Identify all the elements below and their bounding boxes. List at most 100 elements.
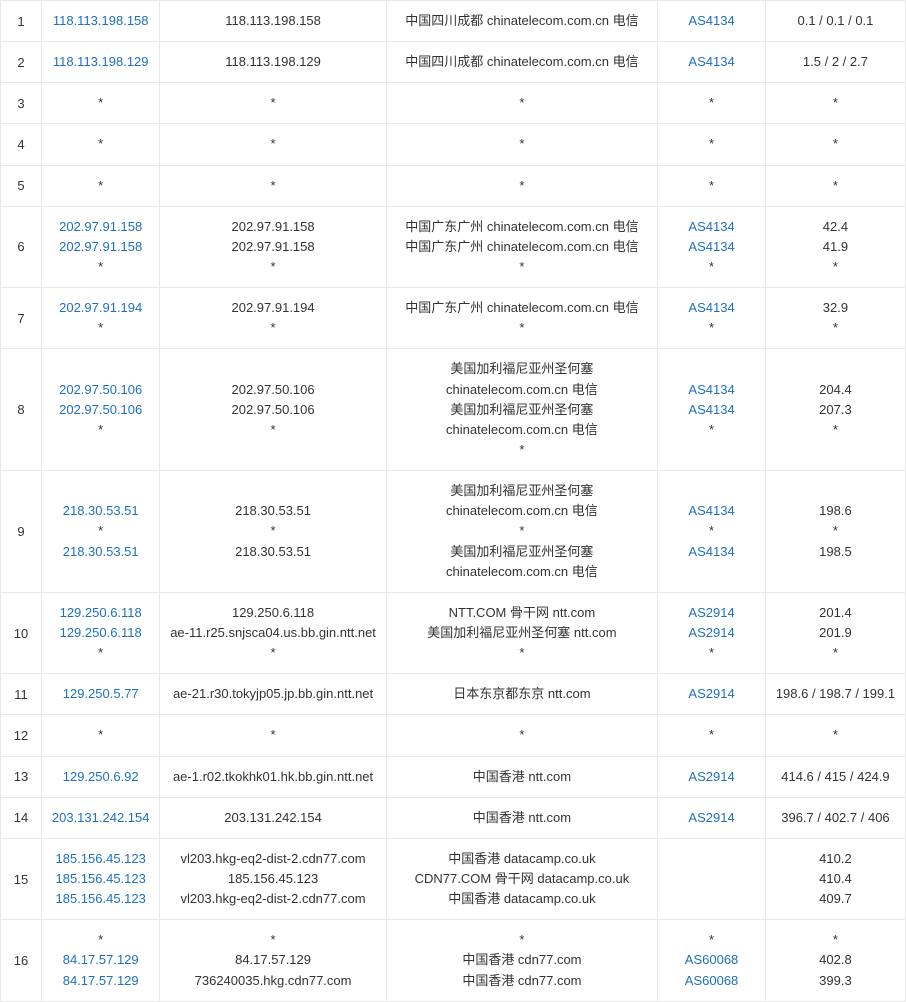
lat-cell: *402.8399.3 — [765, 920, 905, 1001]
host-text: ae-21.r30.tokyjp05.jp.bb.gin.ntt.net — [166, 684, 379, 704]
ip-link[interactable]: 218.30.53.51 — [48, 542, 154, 562]
desc-text: * — [393, 643, 652, 663]
ip-link[interactable]: 129.250.5.77 — [48, 684, 154, 704]
asn-text: * — [664, 930, 759, 950]
ip-link[interactable]: 129.250.6.118 — [48, 623, 154, 643]
asn-cell: AS4134AS4134* — [658, 349, 766, 471]
desc-cell: * — [386, 124, 658, 165]
asn-cell: AS4134 — [658, 1, 766, 42]
asn-link[interactable]: AS60068 — [664, 971, 759, 991]
asn-link[interactable]: AS2914 — [664, 808, 759, 828]
asn-text: * — [664, 93, 759, 113]
desc-text: 中国香港 ntt.com — [393, 767, 652, 787]
ip-link[interactable]: 203.131.242.154 — [48, 808, 154, 828]
asn-link[interactable]: AS4134 — [664, 380, 759, 400]
asn-link[interactable]: AS4134 — [664, 501, 759, 521]
desc-text: 中国香港 datacamp.co.uk — [393, 889, 652, 909]
lat-cell: 42.441.9* — [765, 206, 905, 287]
host-cell: 203.131.242.154 — [160, 797, 386, 838]
ip-link[interactable]: 202.97.91.158 — [48, 237, 154, 257]
ip-link[interactable]: 84.17.57.129 — [48, 971, 154, 991]
lat-cell: * — [765, 124, 905, 165]
lat-text: 399.3 — [772, 971, 899, 991]
lat-cell: 0.1 / 0.1 / 0.1 — [765, 1, 905, 42]
host-cell: * — [160, 715, 386, 756]
asn-link[interactable]: AS4134 — [664, 217, 759, 237]
ip-link[interactable]: 202.97.50.106 — [48, 380, 154, 400]
lat-text: 198.6 / 198.7 / 199.1 — [772, 684, 899, 704]
lat-text: * — [772, 930, 899, 950]
asn-text: * — [664, 521, 759, 541]
host-cell: 202.97.91.158202.97.91.158* — [160, 206, 386, 287]
asn-link[interactable]: AS4134 — [664, 52, 759, 72]
lat-text: 410.2 — [772, 849, 899, 869]
ip-text: * — [48, 134, 154, 154]
ip-link[interactable]: 129.250.6.92 — [48, 767, 154, 787]
ip-link[interactable]: 185.156.45.123 — [48, 889, 154, 909]
desc-cell: 中国香港 ntt.com — [386, 756, 658, 797]
hop-cell: 5 — [1, 165, 42, 206]
asn-link[interactable]: AS2914 — [664, 767, 759, 787]
asn-cell: * — [658, 124, 766, 165]
ip-link[interactable]: 118.113.198.158 — [48, 11, 154, 31]
host-text: 203.131.242.154 — [166, 808, 379, 828]
desc-cell: NTT.COM 骨干网 ntt.com美国加利福尼亚州圣何塞 ntt.com* — [386, 592, 658, 673]
asn-link[interactable]: AS2914 — [664, 603, 759, 623]
lat-text: 402.8 — [772, 950, 899, 970]
host-text: 202.97.50.106 — [166, 380, 379, 400]
asn-cell — [658, 838, 766, 919]
desc-cell: 美国加利福尼亚州圣何塞 chinatelecom.com.cn 电信美国加利福尼… — [386, 349, 658, 471]
desc-cell: 中国广东广州 chinatelecom.com.cn 电信中国广东广州 chin… — [386, 206, 658, 287]
ip-link[interactable]: 185.156.45.123 — [48, 869, 154, 889]
table-row: 14 203.131.242.154 203.131.242.154 中国香港 ntt… — [1, 797, 906, 838]
desc-text: 美国加利福尼亚州圣何塞 chinatelecom.com.cn 电信 — [393, 400, 652, 440]
asn-link[interactable]: AS2914 — [664, 684, 759, 704]
host-text: * — [166, 420, 379, 440]
asn-link[interactable]: AS4134 — [664, 542, 759, 562]
host-cell: ae-21.r30.tokyjp05.jp.bb.gin.ntt.net — [160, 674, 386, 715]
lat-text: 32.9 — [772, 298, 899, 318]
ip-link[interactable]: 129.250.6.118 — [48, 603, 154, 623]
desc-cell: * — [386, 83, 658, 124]
desc-cell: 中国四川成都 chinatelecom.com.cn 电信 — [386, 1, 658, 42]
ip-link[interactable]: 202.97.91.194 — [48, 298, 154, 318]
lat-text: 41.9 — [772, 237, 899, 257]
table-row: 15185.156.45.123185.156.45.123185.156.45… — [1, 838, 906, 919]
lat-text: * — [772, 521, 899, 541]
asn-link[interactable]: AS4134 — [664, 237, 759, 257]
ip-link[interactable]: 218.30.53.51 — [48, 501, 154, 521]
asn-cell: * — [658, 715, 766, 756]
host-text: ae-1.r02.tkokhk01.hk.bb.gin.ntt.net — [166, 767, 379, 787]
asn-link[interactable]: AS4134 — [664, 11, 759, 31]
asn-cell: AS4134 — [658, 42, 766, 83]
ip-text: * — [48, 725, 154, 745]
lat-text: * — [772, 725, 899, 745]
ip-text: * — [48, 930, 154, 950]
lat-cell: * — [765, 165, 905, 206]
lat-text: 42.4 — [772, 217, 899, 237]
desc-cell: * — [386, 715, 658, 756]
ip-text: * — [48, 257, 154, 277]
ip-link[interactable]: 202.97.91.158 — [48, 217, 154, 237]
hop-cell: 1 — [1, 1, 42, 42]
hop-cell: 14 — [1, 797, 42, 838]
ip-link[interactable]: 202.97.50.106 — [48, 400, 154, 420]
lat-cell: 32.9* — [765, 288, 905, 349]
ip-cell: 118.113.198.129 — [41, 42, 160, 83]
asn-link[interactable]: AS60068 — [664, 950, 759, 970]
asn-text: * — [664, 643, 759, 663]
asn-link[interactable]: AS4134 — [664, 298, 759, 318]
lat-text: 198.5 — [772, 542, 899, 562]
desc-text: 美国加利福尼亚州圣何塞 chinatelecom.com.cn 电信 — [393, 542, 652, 582]
ip-link[interactable]: 84.17.57.129 — [48, 950, 154, 970]
ip-cell: 129.250.6.92 — [41, 756, 160, 797]
desc-text: 中国四川成都 chinatelecom.com.cn 电信 — [393, 52, 652, 72]
asn-link[interactable]: AS4134 — [664, 400, 759, 420]
asn-cell: * — [658, 165, 766, 206]
host-text: * — [166, 176, 379, 196]
ip-link[interactable]: 118.113.198.129 — [48, 52, 154, 72]
ip-link[interactable]: 185.156.45.123 — [48, 849, 154, 869]
asn-link[interactable]: AS2914 — [664, 623, 759, 643]
desc-text: 日本东京都东京 ntt.com — [393, 684, 652, 704]
desc-text: 中国香港 ntt.com — [393, 808, 652, 828]
